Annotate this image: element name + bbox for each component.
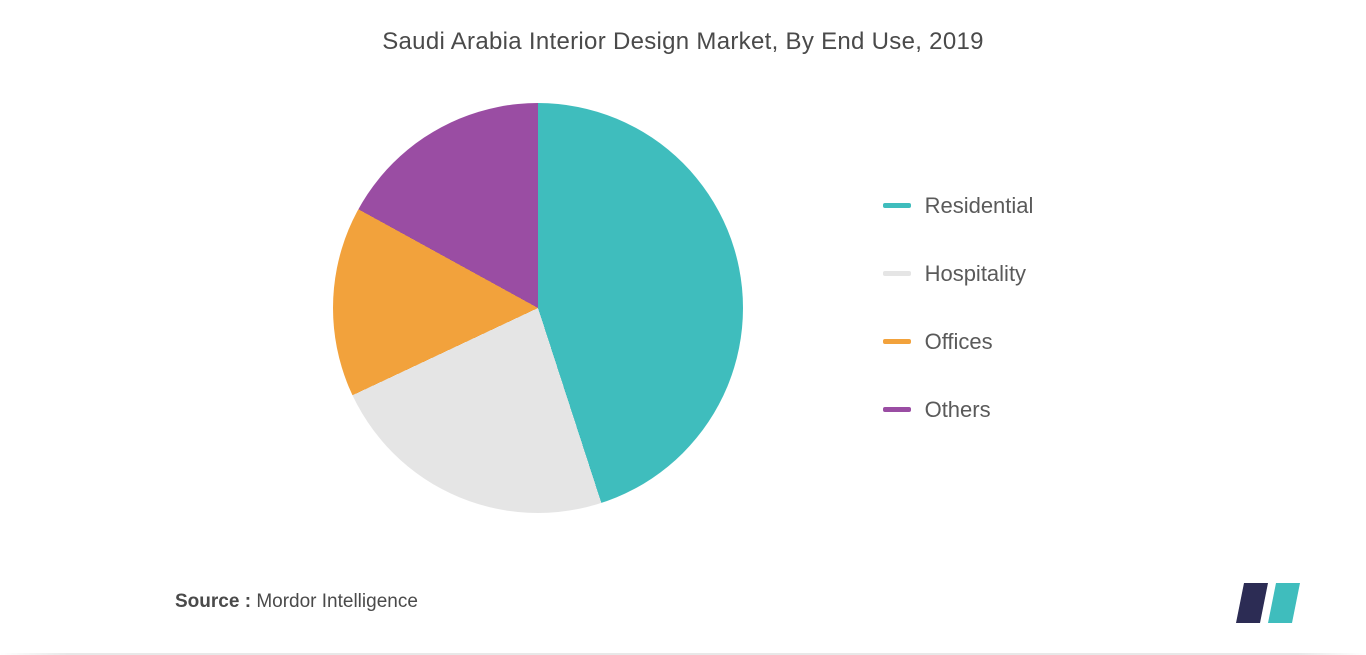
legend-swatch bbox=[883, 339, 911, 344]
legend-item: Others bbox=[883, 397, 1034, 423]
legend-item: Residential bbox=[883, 193, 1034, 219]
chart-title: Saudi Arabia Interior Design Market, By … bbox=[40, 28, 1326, 56]
pie-wrapper: Residential Hospitality Offices Others bbox=[333, 103, 1034, 513]
legend-label: Others bbox=[925, 397, 991, 423]
legend-label: Offices bbox=[925, 329, 993, 355]
source-attribution: Source : Mordor Intelligence bbox=[175, 591, 418, 613]
pie-chart bbox=[333, 103, 743, 513]
source-prefix: Source : bbox=[175, 591, 251, 612]
legend-swatch bbox=[883, 203, 911, 208]
legend-swatch bbox=[883, 271, 911, 276]
legend: Residential Hospitality Offices Others bbox=[883, 193, 1034, 423]
chart-area: Residential Hospitality Offices Others bbox=[0, 80, 1366, 535]
legend-swatch bbox=[883, 407, 911, 412]
source-text: Mordor Intelligence bbox=[256, 591, 418, 612]
legend-item: Hospitality bbox=[883, 261, 1034, 287]
legend-label: Hospitality bbox=[925, 261, 1026, 287]
chart-container: Saudi Arabia Interior Design Market, By … bbox=[0, 0, 1366, 655]
legend-item: Offices bbox=[883, 329, 1034, 355]
legend-label: Residential bbox=[925, 193, 1034, 219]
brand-logo-icon bbox=[1236, 577, 1306, 627]
